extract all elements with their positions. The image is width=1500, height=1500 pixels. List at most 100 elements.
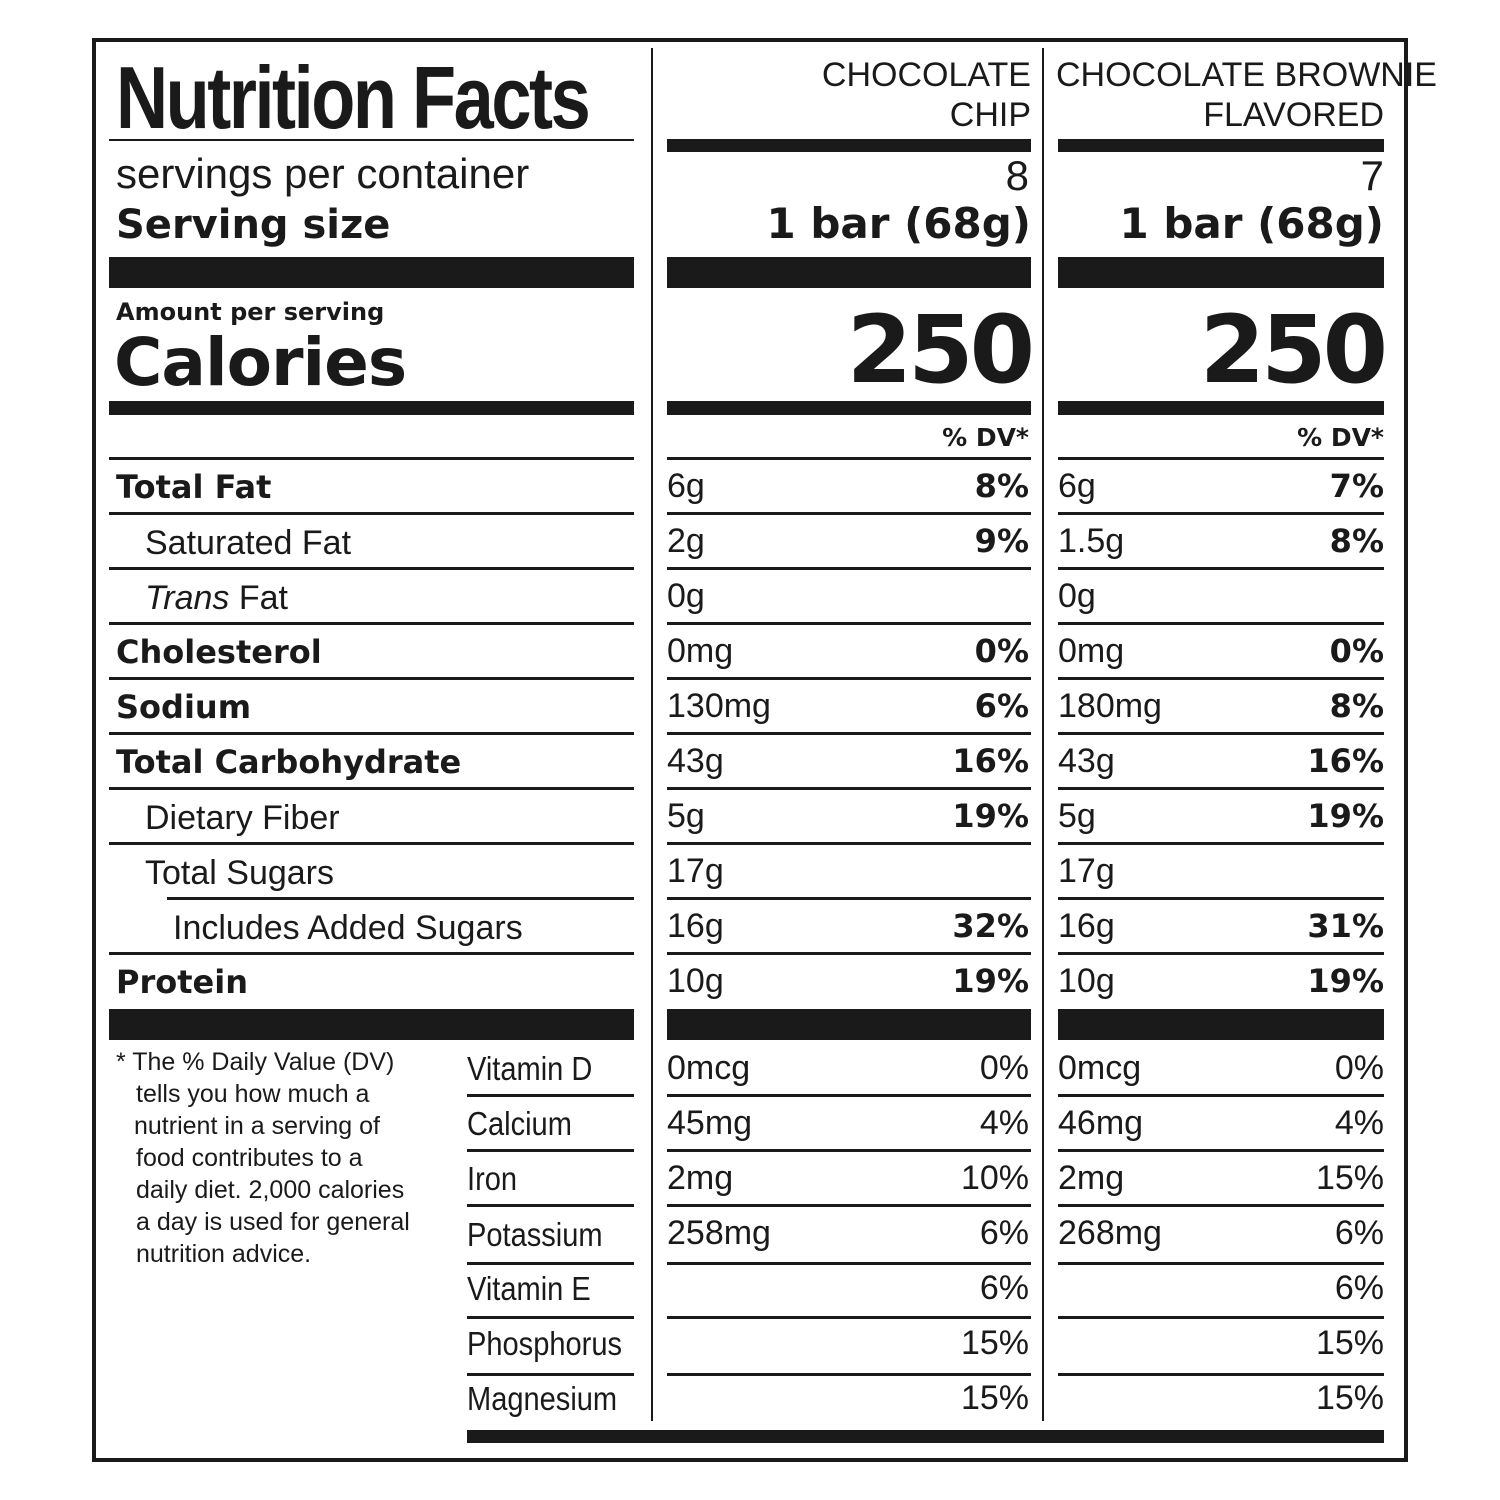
row-rule [667, 1316, 1031, 1319]
footnote-line: daily diet. 2,000 calories [136, 1176, 405, 1204]
row-rule [1058, 567, 1384, 570]
p1-cholesterol-amount: 0mg [667, 632, 734, 670]
p2-cholesterol-dv: 0% [1329, 632, 1384, 670]
row-rule [667, 842, 1031, 845]
row-rule [1058, 732, 1384, 735]
row-rule-indented [167, 897, 634, 900]
product-1-name-line1: CHOCOLATE [821, 56, 1031, 94]
p1-total-carbohydrate-dv: 16% [952, 742, 1029, 780]
p2-sodium-dv: 8% [1329, 687, 1384, 725]
footnote-line: a day is used for general [136, 1208, 410, 1236]
product-2-thick-rule [1058, 257, 1384, 288]
nutrient-label-dietary-fiber: Dietary Fiber [145, 799, 340, 837]
servings-per-container-label: servings per container [116, 150, 530, 197]
row-rule [667, 677, 1031, 680]
p1-calcium-dv: 4% [979, 1104, 1029, 1142]
product-2-calories-rule [1058, 401, 1384, 415]
footnote-line: tells you how much a [136, 1080, 370, 1108]
row-rule [1058, 952, 1384, 955]
p1-total-carbohydrate-amount: 43g [667, 742, 724, 780]
row-rule [1058, 1316, 1384, 1319]
product-1-dv-header: % DV* [942, 423, 1029, 452]
nutrient-label-total-fat: Total Fat [116, 468, 272, 506]
label-title: Nutrition Facts [116, 48, 591, 147]
p1-added-sugars-dv: 32% [952, 907, 1029, 945]
p2-saturated-fat-amount: 1.5g [1058, 522, 1125, 560]
row-rule [1058, 622, 1384, 625]
row-rule [667, 787, 1031, 790]
nutrition-label-frame [92, 38, 1408, 1462]
footnote-line: nutrient in a serving of [134, 1112, 380, 1140]
dv-rule-left [109, 457, 634, 460]
p2-vitamin-d-dv: 0% [1334, 1049, 1384, 1087]
row-rule [109, 567, 634, 570]
row-rule [109, 622, 634, 625]
p1-sodium-amount: 130mg [667, 687, 771, 725]
amount-per-serving-label: Amount per serving [116, 298, 385, 326]
nutrient-label-saturated-fat: Saturated Fat [145, 524, 352, 562]
product-1-calories: 250 [846, 296, 1035, 405]
product-1-servings: 8 [1005, 152, 1029, 199]
p2-added-sugars-dv: 31% [1307, 907, 1384, 945]
nutrient-label-total-carbohydrate: Total Carbohydrate [116, 743, 462, 781]
p1-potassium-amount: 258mg [667, 1214, 771, 1252]
p2-vitamin-e-dv: 6% [1334, 1269, 1384, 1307]
serving-size-label: Serving size [116, 202, 391, 248]
p1-saturated-fat-dv: 9% [974, 522, 1029, 560]
p2-dietary-fiber-dv: 19% [1307, 797, 1384, 835]
p1-calcium-amount: 45mg [667, 1104, 753, 1142]
product-1-name-line2: CHIP [949, 96, 1031, 134]
p1-potassium-dv: 6% [979, 1214, 1029, 1252]
row-rule [1058, 787, 1384, 790]
thick-rule-vitamins-p2 [1058, 1009, 1384, 1040]
p2-iron-dv: 15% [1315, 1159, 1384, 1197]
row-rule [467, 1094, 634, 1097]
row-rule [1058, 1149, 1384, 1152]
vitamin-label-vitamin-d: Vitamin D [467, 1050, 593, 1087]
p1-dietary-fiber-amount: 5g [667, 797, 705, 835]
product-1-thick-rule [667, 257, 1031, 288]
dv-rule-p2 [1058, 457, 1384, 460]
footnote-line: * The % Daily Value (DV) [116, 1048, 395, 1076]
dv-rule-p1 [667, 457, 1031, 460]
bottom-rule [467, 1430, 1384, 1443]
p2-calcium-dv: 4% [1334, 1104, 1384, 1142]
p1-iron-amount: 2mg [667, 1159, 734, 1197]
p1-total-sugars-amount: 17g [667, 852, 724, 890]
row-rule [467, 1149, 634, 1152]
vitamin-label-phosphorus: Phosphorus [467, 1325, 622, 1362]
p2-trans-fat-amount: 0g [1058, 577, 1096, 615]
row-rule [667, 1094, 1031, 1097]
row-rule [109, 787, 634, 790]
row-rule [467, 1262, 634, 1265]
row-rule [667, 622, 1031, 625]
column-divider-1 [651, 48, 653, 1421]
p1-phosphorus-dv: 15% [960, 1324, 1029, 1362]
product-1-calories-rule [667, 401, 1031, 415]
product-2-name-line2: FLAVORED [1203, 96, 1384, 134]
p2-protein-dv: 19% [1307, 962, 1384, 1000]
product-2-calories: 250 [1199, 296, 1388, 405]
p1-vitamin-d-amount: 0mcg [667, 1049, 751, 1087]
p1-iron-dv: 10% [960, 1159, 1029, 1197]
row-rule [667, 567, 1031, 570]
row-rule [667, 1149, 1031, 1152]
column-divider-2 [1042, 48, 1044, 1421]
row-rule [1058, 1094, 1384, 1097]
nutrient-label-total-sugars: Total Sugars [145, 854, 334, 892]
p1-saturated-fat-amount: 2g [667, 522, 705, 560]
p2-added-sugars-amount: 16g [1058, 907, 1115, 945]
nutrient-label-protein: Protein [116, 963, 248, 1001]
p1-total-fat-amount: 6g [667, 467, 705, 505]
row-rule [1058, 1373, 1384, 1376]
p2-total-carbohydrate-amount: 43g [1058, 742, 1115, 780]
row-rule [1058, 1204, 1384, 1207]
row-rule [109, 842, 634, 845]
vitamin-label-vitamin-e: Vitamin E [467, 1270, 591, 1307]
row-rule [467, 1204, 634, 1207]
row-rule [1058, 842, 1384, 845]
p2-vitamin-d-amount: 0mcg [1058, 1049, 1142, 1087]
p1-cholesterol-dv: 0% [974, 632, 1029, 670]
p2-total-carbohydrate-dv: 16% [1307, 742, 1384, 780]
p2-iron-amount: 2mg [1058, 1159, 1125, 1197]
